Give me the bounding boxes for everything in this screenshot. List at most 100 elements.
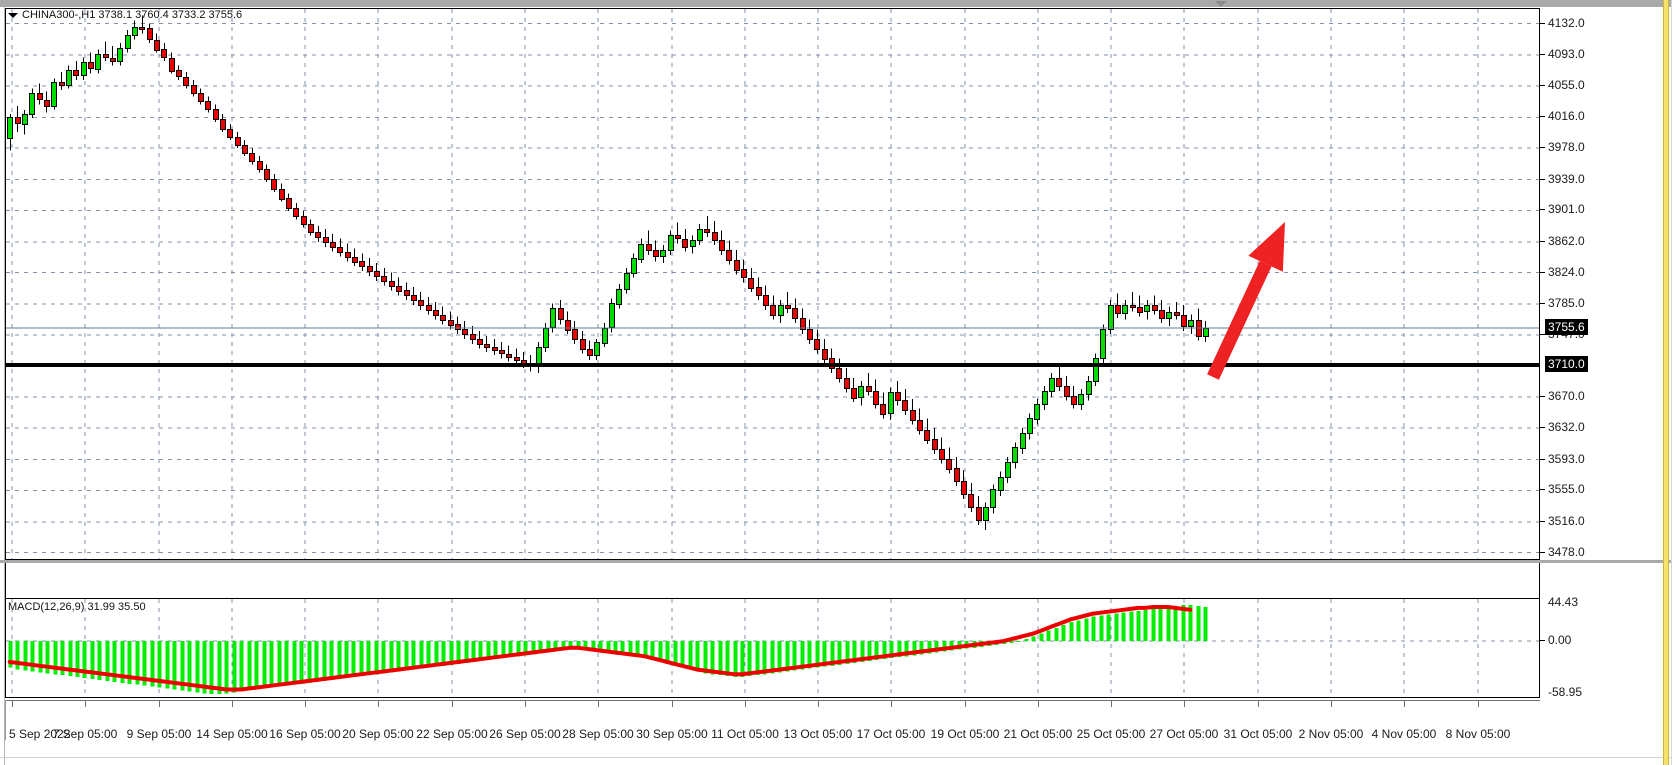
date-axis-line xyxy=(5,700,1540,701)
macd-indicator-label: MACD(12,26,9) 31.99 35.50 xyxy=(8,601,146,613)
price-tick-label: 3555.0 xyxy=(1548,482,1585,497)
price-tick xyxy=(1540,489,1545,491)
date-tick-label: 9 Sep 05:00 xyxy=(126,727,192,741)
price-tick-label: 3862.0 xyxy=(1548,233,1585,248)
price-chart-pane[interactable] xyxy=(5,8,1540,560)
date-tick-label: 28 Sep 05:00 xyxy=(562,727,634,741)
price-tick xyxy=(1540,396,1545,398)
date-tick-label: 17 Oct 05:00 xyxy=(856,727,926,741)
macd-series xyxy=(7,605,1208,695)
date-tick xyxy=(525,700,526,707)
date-tick-label: 19 Oct 05:00 xyxy=(930,727,1000,741)
date-tick-label: 22 Sep 05:00 xyxy=(416,727,488,741)
date-tick xyxy=(965,700,966,707)
pane-divider[interactable] xyxy=(0,560,1675,563)
price-tick xyxy=(1540,426,1545,428)
date-tick-label: 4 Nov 05:00 xyxy=(1371,727,1437,741)
right-margin xyxy=(1671,0,1675,765)
price-tick xyxy=(1540,333,1545,335)
date-tick-label: 26 Sep 05:00 xyxy=(489,727,561,741)
date-tick xyxy=(891,700,892,707)
price-tick-label: 4055.0 xyxy=(1548,77,1585,92)
date-tick xyxy=(378,700,379,707)
macd-tick-label: 0.00 xyxy=(1548,633,1572,648)
date-scale[interactable]: 5 Sep 2022 7 Sep 05:00 9 Sep 05:00 14 Sep 0… xyxy=(5,700,1540,741)
macd-tick-label: -58.95 xyxy=(1548,685,1583,699)
triangle-down-icon[interactable] xyxy=(8,13,18,18)
price-tick xyxy=(1540,116,1545,118)
price-tick-label: 3978.0 xyxy=(1548,140,1585,155)
price-tick-label: 4016.0 xyxy=(1548,109,1585,124)
price-tick-label: 3901.0 xyxy=(1548,202,1585,217)
price-tick xyxy=(1540,84,1545,86)
date-tick-label: 5 Sep 2022 xyxy=(9,727,71,741)
date-tick xyxy=(12,700,13,707)
date-tick-label: 25 Oct 05:00 xyxy=(1076,727,1146,741)
price-tick-label: 3670.0 xyxy=(1548,389,1585,404)
level-price-tag: 3710.0 xyxy=(1545,355,1588,372)
date-tick xyxy=(1478,700,1479,707)
date-tick xyxy=(452,700,453,707)
price-tick xyxy=(1540,240,1545,242)
date-tick xyxy=(598,700,599,707)
price-tick xyxy=(1540,458,1545,460)
price-tick xyxy=(1540,147,1545,149)
chevron-down-icon[interactable] xyxy=(1215,1,1227,7)
date-tick xyxy=(305,700,306,707)
date-tick-label: 27 Oct 05:00 xyxy=(1149,727,1219,741)
price-tick-label: 3478.0 xyxy=(1548,544,1585,559)
date-tick xyxy=(232,700,233,707)
macd-tick xyxy=(1540,640,1545,642)
date-tick xyxy=(1038,700,1039,707)
price-tick xyxy=(1540,551,1545,553)
price-tick xyxy=(1540,54,1545,56)
date-tick xyxy=(745,700,746,707)
date-tick xyxy=(159,700,160,707)
window-top-bar xyxy=(0,0,1675,7)
price-tick-label: 3632.0 xyxy=(1548,419,1585,434)
macd-tick-label: 44.43 xyxy=(1548,595,1579,609)
left-margin xyxy=(0,7,5,765)
chart-symbol-header: CHINA300-,H1 3738.1 3760.4 3733.2 3755.6 xyxy=(22,9,243,21)
date-tick-label: 11 Oct 05:00 xyxy=(711,727,779,741)
price-tick xyxy=(1540,22,1545,24)
date-tick xyxy=(818,700,819,707)
date-tick xyxy=(672,700,673,707)
date-tick-label: 2 Nov 05:00 xyxy=(1298,727,1364,741)
candlestick-series xyxy=(6,15,1539,530)
price-tick-label: 3824.0 xyxy=(1548,264,1585,279)
price-tick-label: 3785.0 xyxy=(1548,296,1585,311)
date-tick xyxy=(1111,700,1112,707)
date-tick xyxy=(1331,700,1332,707)
price-tick-label: 3593.0 xyxy=(1548,451,1585,466)
date-tick-label: 14 Sep 05:00 xyxy=(196,727,268,741)
price-tick xyxy=(1540,209,1545,211)
price-grid xyxy=(6,9,1539,559)
price-scale[interactable]: 4132.0 4093.0 4055.0 4016.0 3978.0 3939.0 3901… xyxy=(1540,8,1664,560)
date-tick-label: 20 Sep 05:00 xyxy=(342,727,414,741)
price-tick-label: 4093.0 xyxy=(1548,47,1585,62)
price-tick-label: 3516.0 xyxy=(1548,513,1585,528)
date-tick-label: 31 Oct 05:00 xyxy=(1223,727,1293,741)
date-tick xyxy=(1184,700,1185,707)
date-tick xyxy=(1258,700,1259,707)
date-tick-label: 30 Sep 05:00 xyxy=(636,727,708,741)
price-tick-label: 4132.0 xyxy=(1548,15,1585,30)
date-tick xyxy=(85,700,86,707)
price-tick-label: 3939.0 xyxy=(1548,171,1585,186)
macd-indicator-pane[interactable] xyxy=(5,598,1540,698)
pane-gap xyxy=(5,560,1540,598)
price-tick xyxy=(1540,178,1545,180)
macd-scale[interactable]: 44.43 0.00 -58.95 xyxy=(1540,595,1664,699)
date-tick-label: 13 Oct 05:00 xyxy=(783,727,853,741)
price-tick xyxy=(1540,271,1545,273)
price-tick xyxy=(1540,303,1545,305)
date-tick-label: 7 Sep 05:00 xyxy=(52,727,118,741)
date-tick-label: 21 Oct 05:00 xyxy=(1003,727,1073,741)
scale-strip xyxy=(1663,0,1669,765)
last-price-tag: 3755.6 xyxy=(1545,319,1588,335)
date-tick-label: 16 Sep 05:00 xyxy=(269,727,341,741)
date-tick xyxy=(1404,700,1405,707)
window-bottom-border xyxy=(0,757,1675,758)
